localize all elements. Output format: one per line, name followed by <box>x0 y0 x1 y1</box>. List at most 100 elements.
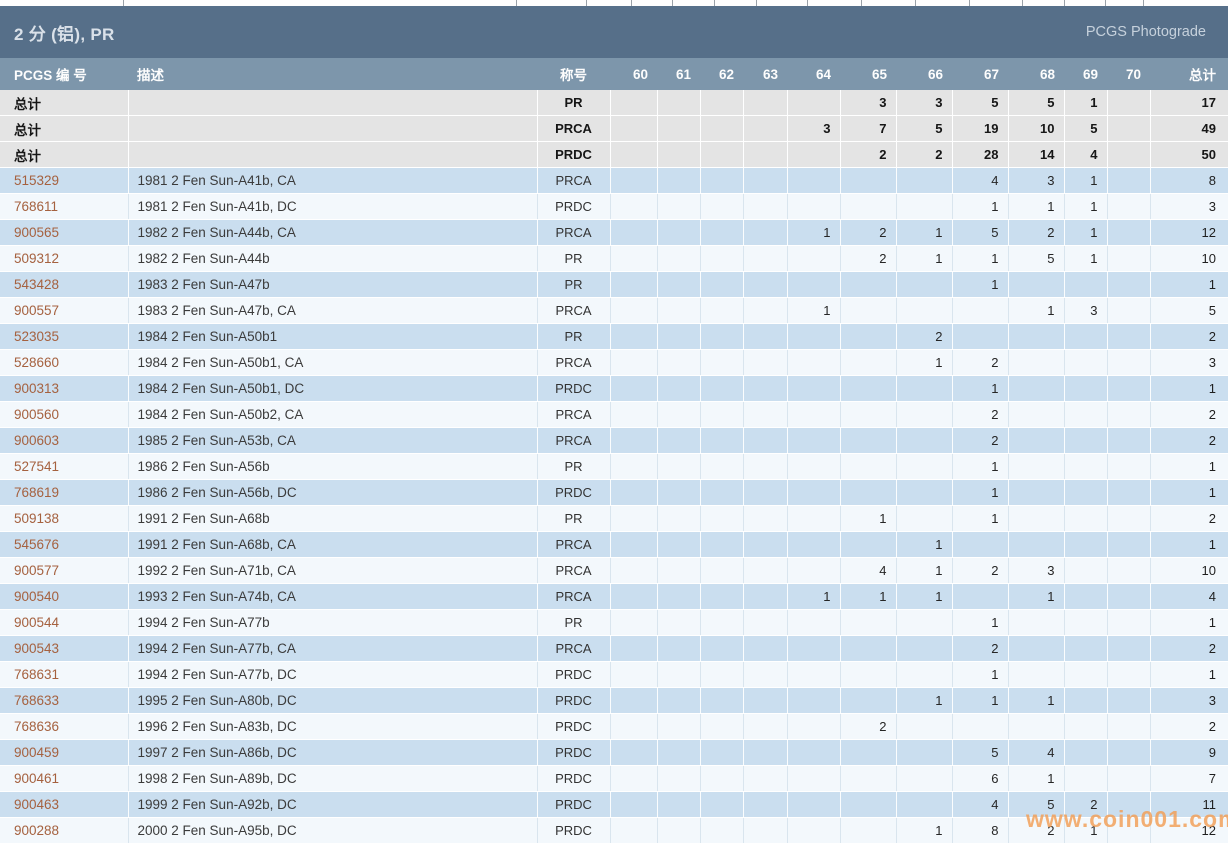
pcgs-number-link[interactable]: 509138 <box>14 511 60 526</box>
pcgs-number-link[interactable]: 528660 <box>14 355 60 370</box>
grade-69-cell <box>1064 453 1108 480</box>
grade-68-cell: 14 <box>1008 141 1065 168</box>
description-cell: 1994 2 Fen Sun-A77b <box>128 609 538 636</box>
pcgs-number-link[interactable]: 900313 <box>14 381 60 396</box>
col-header-grade-61: 61 <box>657 58 700 90</box>
grade-67-cell: 1 <box>952 375 1009 402</box>
grade-66-cell: 1 <box>896 687 953 714</box>
pcgs-number-link[interactable]: 768619 <box>14 485 60 500</box>
pcgs-number-link[interactable]: 900544 <box>14 615 60 630</box>
grade-61-cell <box>657 713 701 740</box>
grade-60-cell <box>610 687 658 714</box>
grade-65-cell: 4 <box>840 557 897 584</box>
pcgs-number-link[interactable]: 900577 <box>14 563 60 578</box>
table-row: 900603 1985 2 Fen Sun-A53b, CA PRCA 2 2 <box>0 427 1228 454</box>
pcgs-number-cell: 768631 <box>0 661 129 688</box>
description-cell: 1992 2 Fen Sun-A71b, CA <box>128 557 538 584</box>
grade-67-cell: 2 <box>952 557 1009 584</box>
grade-62-cell <box>700 90 744 116</box>
grade-70-cell <box>1107 713 1151 740</box>
grade-66-cell: 1 <box>896 349 953 376</box>
total-cell: 12 <box>1150 219 1228 246</box>
designation-cell: PRCA <box>537 531 611 558</box>
grade-60-cell <box>610 635 658 662</box>
pcgs-number-link[interactable]: 900543 <box>14 641 60 656</box>
grade-67-cell: 19 <box>952 115 1009 142</box>
pcgs-number-link[interactable]: 900459 <box>14 745 60 760</box>
designation-cell: PRDC <box>537 193 611 220</box>
grade-60-cell <box>610 661 658 688</box>
table-row: 527541 1986 2 Fen Sun-A56b PR 1 1 <box>0 453 1228 480</box>
grade-64-cell <box>787 90 841 116</box>
pcgs-number-link[interactable]: 900540 <box>14 589 60 604</box>
grade-62-cell <box>700 583 744 610</box>
photograde-link[interactable]: PCGS Photograde <box>1085 24 1206 40</box>
strip-cell <box>1065 0 1107 6</box>
pcgs-number-link[interactable]: 900461 <box>14 771 60 786</box>
pcgs-number-link[interactable]: 768636 <box>14 719 60 734</box>
grade-67-cell: 1 <box>952 505 1009 532</box>
grade-70-cell <box>1107 375 1151 402</box>
pcgs-number-cell: 768611 <box>0 193 129 220</box>
pcgs-number-link[interactable]: 900288 <box>14 823 60 838</box>
pcgs-number-cell: 900459 <box>0 739 129 766</box>
pcgs-number-link[interactable]: 900603 <box>14 433 60 448</box>
grade-66-cell: 2 <box>896 323 953 350</box>
grade-66-cell <box>896 271 953 298</box>
cropped-table-row-above <box>0 0 1228 6</box>
pcgs-number-link[interactable]: 768611 <box>14 199 59 214</box>
pcgs-number-link[interactable]: 527541 <box>14 459 60 474</box>
pcgs-number-cell: 900565 <box>0 219 129 246</box>
grade-61-cell <box>657 609 701 636</box>
grade-68-cell <box>1008 271 1065 298</box>
pcgs-number-cell: 509138 <box>0 505 129 532</box>
pcgs-number-link[interactable]: 768633 <box>14 693 60 708</box>
grade-68-cell: 1 <box>1008 583 1065 610</box>
grade-65-cell: 2 <box>840 141 897 168</box>
col-header-grade-64: 64 <box>787 58 840 90</box>
grade-70-cell <box>1107 739 1151 766</box>
grade-69-cell <box>1064 583 1108 610</box>
pcgs-number-link[interactable]: 900557 <box>14 303 60 318</box>
total-cell: 1 <box>1150 531 1228 558</box>
strip-cell <box>1023 0 1065 6</box>
description-cell: 1986 2 Fen Sun-A56b, DC <box>128 479 538 506</box>
grade-60-cell <box>610 245 658 272</box>
grade-61-cell <box>657 271 701 298</box>
description-cell: 1997 2 Fen Sun-A86b, DC <box>128 739 538 766</box>
pcgs-number-link[interactable]: 900565 <box>14 225 60 240</box>
pcgs-number-link[interactable]: 545676 <box>14 537 60 552</box>
grade-66-cell <box>896 791 953 818</box>
pcgs-number-link[interactable]: 523035 <box>14 329 60 344</box>
pcgs-number-link[interactable]: 900560 <box>14 407 60 422</box>
grade-70-cell <box>1107 401 1151 428</box>
grade-66-cell <box>896 635 953 662</box>
grade-70-cell <box>1107 609 1151 636</box>
pcgs-number-link[interactable]: 509312 <box>14 251 60 266</box>
grade-64-cell <box>787 713 841 740</box>
pcgs-number-cell: 900543 <box>0 635 129 662</box>
pcgs-number-link[interactable]: 768631 <box>14 667 60 682</box>
grade-64-cell <box>787 557 841 584</box>
grade-69-cell <box>1064 609 1108 636</box>
grade-62-cell <box>700 297 744 324</box>
pcgs-number-link[interactable]: 515329 <box>14 173 60 188</box>
grade-65-cell <box>840 375 897 402</box>
section-title-bar: 2 分 (铝), PR PCGS Photograde <box>0 6 1228 58</box>
grade-63-cell <box>743 453 788 480</box>
total-cell: 3 <box>1150 687 1228 714</box>
grade-60-cell <box>610 90 658 116</box>
grade-69-cell: 5 <box>1064 115 1108 142</box>
pcgs-number-link[interactable]: 900463 <box>14 797 60 812</box>
grade-70-cell <box>1107 531 1151 558</box>
grade-67-cell: 4 <box>952 791 1009 818</box>
grade-70-cell <box>1107 479 1151 506</box>
designation-cell: PRCA <box>537 635 611 662</box>
table-row: 900543 1994 2 Fen Sun-A77b, CA PRCA 2 2 <box>0 635 1228 662</box>
grade-61-cell <box>657 90 701 116</box>
pcgs-number-link[interactable]: 543428 <box>14 277 60 292</box>
grade-60-cell <box>610 791 658 818</box>
grade-64-cell <box>787 141 841 168</box>
grade-63-cell <box>743 219 788 246</box>
grade-64-cell <box>787 661 841 688</box>
